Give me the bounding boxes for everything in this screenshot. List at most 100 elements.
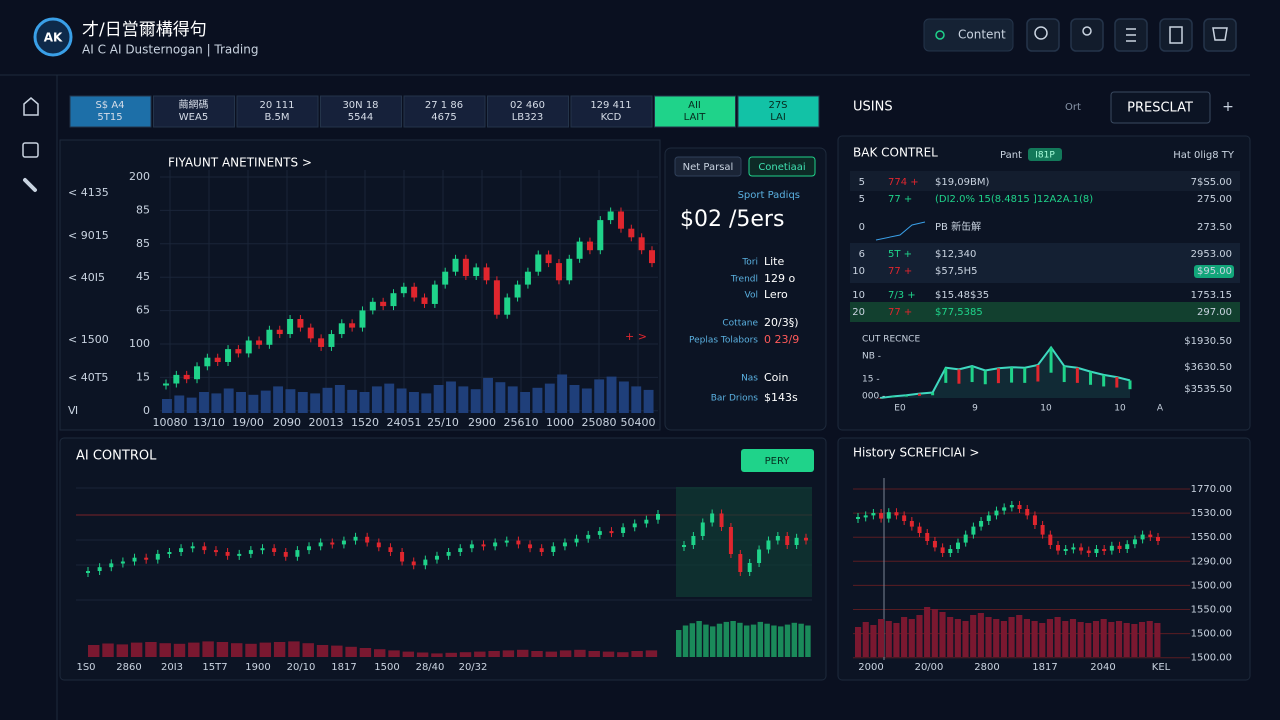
tag-icon[interactable] xyxy=(23,178,37,192)
candle xyxy=(856,517,860,519)
candle xyxy=(248,550,253,554)
x-tick-label: 1500 xyxy=(374,662,399,673)
row-label: PB 新缶解 xyxy=(935,220,981,233)
volume-bar xyxy=(359,392,370,413)
volume-bar xyxy=(970,615,977,657)
side-label: < 1500 xyxy=(68,333,109,346)
logo-mark: AK xyxy=(44,31,63,45)
x-tick-label: 1817 xyxy=(331,662,356,673)
candle xyxy=(376,542,381,548)
candle xyxy=(863,515,868,518)
ticker-cell[interactable] xyxy=(737,95,820,128)
x-tick-label: 13/10 xyxy=(193,416,225,429)
ticker-cell[interactable] xyxy=(69,95,152,128)
ticker-cell[interactable] xyxy=(320,95,402,128)
x-tick-label: 1S0 xyxy=(76,662,95,673)
mini-candle xyxy=(957,369,961,384)
candle xyxy=(994,510,999,516)
volume-bar xyxy=(416,652,429,657)
volume-bar xyxy=(531,651,543,657)
candle xyxy=(649,250,655,264)
volume-bar xyxy=(901,617,908,657)
content-button[interactable] xyxy=(923,18,1014,52)
row-value: 7$S5.00 xyxy=(1191,177,1232,188)
row-index: 10 xyxy=(852,290,865,301)
candle xyxy=(1148,534,1153,537)
row-bg xyxy=(850,302,1240,322)
mini-y-label: NB - xyxy=(862,352,881,362)
mini-candle xyxy=(891,396,895,398)
ticker-cell[interactable] xyxy=(654,95,736,128)
candle xyxy=(462,258,469,276)
right-note: Hat 0lig8 TY xyxy=(1173,150,1235,161)
candle xyxy=(483,267,490,281)
candle xyxy=(562,542,567,547)
card-button[interactable] xyxy=(748,156,816,177)
volume-bar xyxy=(703,624,709,657)
candle xyxy=(235,349,242,354)
candle xyxy=(272,548,277,552)
candle xyxy=(144,557,149,560)
candle xyxy=(1071,547,1076,550)
volume-bar xyxy=(145,642,157,657)
ticker-cell[interactable] xyxy=(236,95,319,128)
home-icon[interactable] xyxy=(23,97,39,116)
ticker-cell[interactable] xyxy=(487,95,569,128)
candle xyxy=(1132,539,1137,545)
app-title: 才/日営爾構得句 xyxy=(82,20,207,40)
search-button[interactable] xyxy=(1026,18,1060,52)
volume-bar xyxy=(1131,624,1138,657)
ticker-top: 02 460 xyxy=(510,100,545,111)
volume-bar xyxy=(273,386,284,413)
chart-title: FIYAUNT ANETINENTS > xyxy=(168,156,312,170)
side-label: < 40T5 xyxy=(68,371,108,384)
doc-button[interactable] xyxy=(1159,18,1193,52)
ticker-cell[interactable] xyxy=(570,95,653,128)
ticker-cell[interactable] xyxy=(403,95,486,128)
row-value: $95.00 xyxy=(1197,266,1232,277)
row-label: $12,340 xyxy=(935,249,976,260)
volume-bar xyxy=(483,378,493,413)
volume-bar xyxy=(1092,621,1100,657)
candle xyxy=(528,544,533,549)
volume-bar xyxy=(723,621,730,657)
card-button[interactable] xyxy=(674,156,742,177)
candle xyxy=(328,334,335,347)
candle xyxy=(493,280,500,315)
ticker-cell[interactable] xyxy=(153,95,235,128)
volume-bar xyxy=(1023,619,1030,657)
ticker-bottom: LAIT xyxy=(684,112,707,123)
volume-bar xyxy=(116,644,129,657)
calendar-icon[interactable] xyxy=(22,142,39,158)
info-card xyxy=(664,147,827,431)
mini-candle xyxy=(970,366,974,383)
volume-bar xyxy=(1123,623,1130,657)
candle xyxy=(963,534,968,543)
candle xyxy=(260,548,265,551)
volume-bar xyxy=(594,379,605,413)
cart-button[interactable] xyxy=(1203,18,1237,52)
x-tick-label: 1900 xyxy=(245,662,270,673)
content-button-label[interactable]: Content xyxy=(958,28,1006,42)
mini-candle xyxy=(1075,367,1079,383)
panel-button[interactable] xyxy=(741,449,814,472)
row-label: $77,5385 xyxy=(935,307,983,318)
card-button-label: Net Parsal xyxy=(683,162,734,173)
tab-button[interactable] xyxy=(1110,91,1211,124)
candle xyxy=(757,549,762,563)
volume-bar xyxy=(862,622,869,657)
volume-bar xyxy=(893,623,900,657)
candle xyxy=(388,547,393,552)
card-row-value: $143s xyxy=(764,391,798,404)
row-bg xyxy=(850,171,1240,191)
mini-candle xyxy=(1089,371,1093,385)
candle xyxy=(1040,525,1045,535)
volume-bar xyxy=(544,383,555,413)
row-label: $57,5H5 xyxy=(935,266,978,277)
volume-bar xyxy=(778,626,784,657)
candle xyxy=(607,211,614,221)
volume-bar xyxy=(606,376,617,413)
candle xyxy=(493,542,498,547)
card-caption: Sport Padiqs xyxy=(738,190,800,201)
x-tick-label: 25610 xyxy=(504,416,539,429)
